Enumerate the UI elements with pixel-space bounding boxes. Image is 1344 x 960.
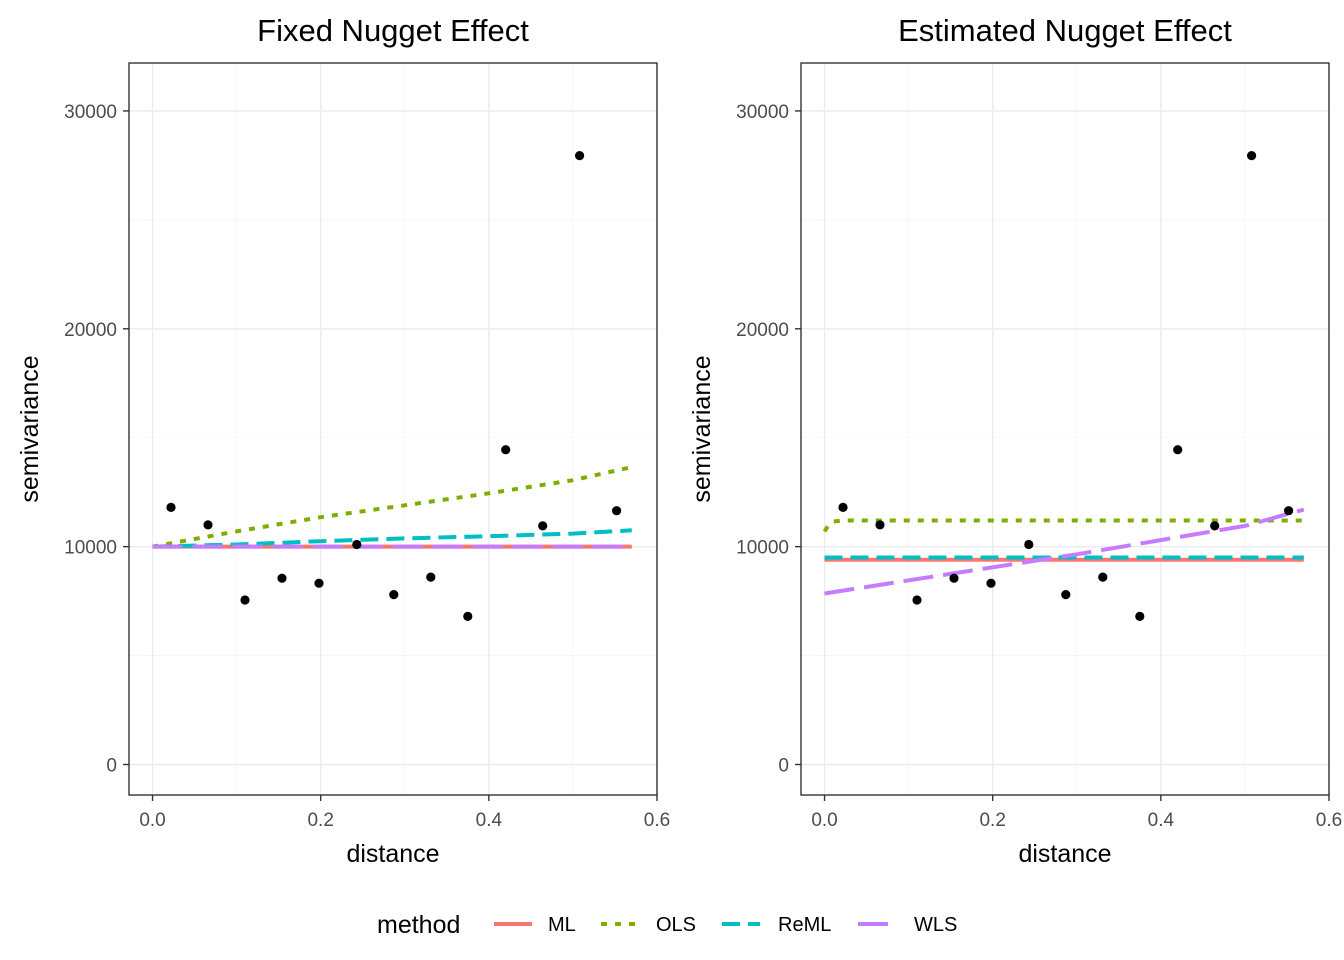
data-point: [166, 502, 176, 512]
data-point: [1284, 506, 1294, 516]
data-point: [949, 573, 959, 583]
panel-2-background: [801, 63, 1329, 795]
data-point: [1247, 151, 1257, 161]
x-tick-label: 0.6: [1316, 810, 1342, 831]
panel-1-background: [129, 63, 657, 795]
panel-1-points: [166, 151, 622, 622]
x-tick-label: 0.6: [644, 810, 670, 831]
panel-2-series: [822, 507, 1305, 596]
series-line-wls: [824, 507, 1305, 596]
panel-1-y-axis-title: semivariance: [16, 355, 44, 502]
legend: method ML OLS ReML WLS: [377, 911, 957, 939]
data-point: [538, 521, 548, 531]
data-point: [203, 520, 213, 530]
data-point: [389, 590, 399, 600]
legend-item-wls: WLS: [858, 914, 957, 936]
y-tick-label: 0: [106, 756, 117, 777]
chart-panels: 0.0 0.2 0.4 0.6 0 10000 20000 30000 Fixed Nugget…: [16, 13, 1342, 868]
data-point: [1098, 572, 1108, 582]
x-tick-label: 0.2: [979, 810, 1005, 831]
panel-2-y-axis-title: semivariance: [688, 355, 716, 502]
y-tick-label: 10000: [736, 538, 789, 559]
y-tick-label: 30000: [64, 102, 117, 123]
x-tick-label: 0.0: [811, 810, 837, 831]
panel-1-border: [128, 62, 658, 796]
panel-2-x-axis-title: distance: [1018, 840, 1111, 868]
panel-1-x-axis-title: distance: [346, 840, 439, 868]
y-tick-label: 0: [778, 756, 789, 777]
series-line-reml: [152, 528, 632, 549]
series-line-ols: [152, 465, 633, 549]
legend-label-ml: ML: [548, 914, 576, 936]
data-point: [426, 572, 436, 582]
data-point: [875, 520, 885, 530]
panel-2: 0.0 0.2 0.4 0.6 0 10000 20000 30000 Estimated Nu…: [688, 13, 1342, 868]
data-point: [314, 578, 324, 588]
panel-2-title: Estimated Nugget Effect: [898, 13, 1232, 48]
data-point: [352, 539, 362, 550]
data-point: [986, 578, 996, 588]
legend-label-reml: ReML: [778, 914, 831, 936]
panel-1: 0.0 0.2 0.4 0.6 0 10000 20000 30000 Fixed Nugget…: [16, 13, 670, 868]
panel-1-series: [152, 465, 633, 549]
data-point: [501, 445, 511, 455]
x-tick-label: 0.4: [1148, 810, 1175, 831]
y-tick-label: 10000: [64, 538, 117, 559]
data-point: [1135, 611, 1145, 622]
data-point: [463, 611, 473, 622]
data-point: [1210, 521, 1220, 531]
data-point: [612, 506, 622, 516]
data-point: [1061, 590, 1071, 600]
legend-item-ols: OLS: [601, 914, 696, 936]
series-line-ols: [822, 518, 1304, 533]
panel-1-title: Fixed Nugget Effect: [257, 13, 529, 48]
legend-label-wls: WLS: [914, 914, 957, 936]
data-point: [1173, 445, 1183, 455]
panel-2-grid: [801, 63, 1329, 795]
y-tick-label: 30000: [736, 102, 789, 123]
panel-2-points: [838, 151, 1294, 622]
x-tick-label: 0.4: [476, 810, 503, 831]
data-point: [575, 151, 585, 161]
legend-item-reml: ReML: [722, 914, 831, 936]
legend-label-ols: OLS: [656, 914, 696, 936]
legend-item-ml: ML: [494, 914, 576, 936]
legend-title: method: [377, 911, 460, 939]
data-point: [838, 502, 848, 512]
data-point: [240, 595, 250, 605]
data-point: [277, 573, 287, 583]
y-tick-label: 20000: [736, 320, 789, 341]
x-tick-label: 0.0: [139, 810, 165, 831]
data-point: [1024, 539, 1034, 550]
y-tick-label: 20000: [64, 320, 117, 341]
x-tick-label: 0.2: [307, 810, 333, 831]
data-point: [912, 595, 922, 605]
panel-2-border: [800, 62, 1330, 796]
